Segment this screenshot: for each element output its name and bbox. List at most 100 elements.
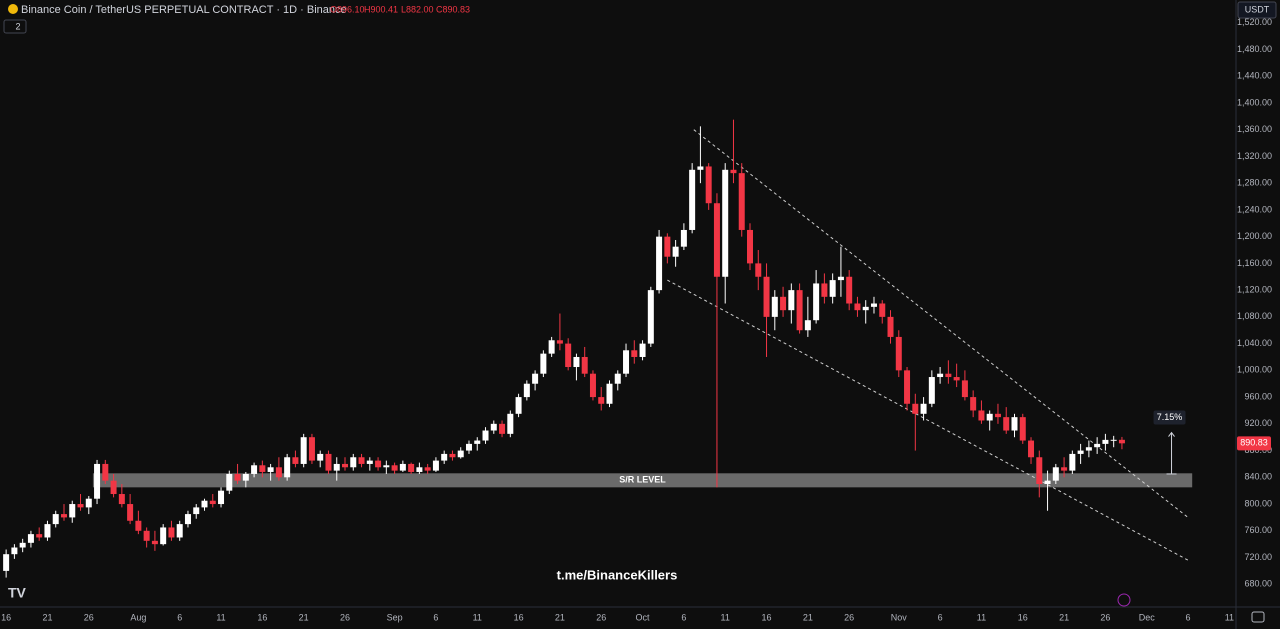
symbol-icon bbox=[8, 4, 18, 14]
x-tick-label: Aug bbox=[130, 612, 146, 622]
currency-button[interactable] bbox=[1237, 1, 1277, 19]
last-price-tag bbox=[1237, 436, 1271, 451]
candle-body bbox=[94, 463, 101, 499]
candle-body bbox=[556, 340, 563, 344]
candle-body bbox=[11, 547, 18, 555]
y-tick-label: 800.00 bbox=[1244, 498, 1272, 508]
y-tick-label: 1,480.00 bbox=[1237, 44, 1272, 54]
candle-body bbox=[986, 413, 993, 421]
candle-body bbox=[639, 343, 646, 357]
x-tick-label: 21 bbox=[42, 612, 52, 622]
candle-body bbox=[275, 467, 282, 478]
y-tick-label: 1,360.00 bbox=[1237, 124, 1272, 134]
candle-body bbox=[151, 540, 158, 545]
candle-body bbox=[738, 173, 745, 230]
candle-body bbox=[722, 169, 729, 277]
candle-body bbox=[1011, 417, 1018, 431]
candle-body bbox=[730, 169, 737, 174]
x-tick-label: 21 bbox=[1059, 612, 1069, 622]
candle-body bbox=[60, 514, 67, 518]
x-tick-label: 6 bbox=[177, 612, 182, 622]
candle-body bbox=[606, 383, 613, 404]
indicator-toggle[interactable] bbox=[3, 19, 27, 34]
candle-body bbox=[3, 554, 10, 571]
y-tick-label: 1,080.00 bbox=[1237, 311, 1272, 321]
candle-body bbox=[27, 534, 34, 543]
candle-body bbox=[127, 504, 134, 521]
y-tick-label: 1,240.00 bbox=[1237, 204, 1272, 214]
x-tick-label: 11 bbox=[721, 612, 730, 622]
candle-body bbox=[937, 373, 944, 378]
candle-body bbox=[771, 296, 778, 317]
candle-body bbox=[499, 423, 506, 434]
x-tick-label: Nov bbox=[891, 612, 908, 622]
x-tick-label: 26 bbox=[1100, 612, 1110, 622]
x-tick-label: Sep bbox=[387, 612, 403, 622]
y-tick-label: 1,000.00 bbox=[1237, 365, 1272, 375]
candle-body bbox=[631, 350, 638, 357]
trendline bbox=[667, 279, 1189, 561]
x-tick-label: 16 bbox=[514, 612, 524, 622]
candle-body bbox=[713, 203, 720, 277]
y-tick-label: 1,040.00 bbox=[1237, 338, 1272, 348]
ohlc-close: C890.83 bbox=[436, 4, 470, 14]
candle-body bbox=[589, 373, 596, 398]
y-tick-label: 1,440.00 bbox=[1237, 71, 1272, 81]
chart-title: Binance Coin / TetherUS PERPETUAL CONTRA… bbox=[21, 4, 347, 16]
y-tick-label: 1,400.00 bbox=[1237, 97, 1272, 107]
candle-body bbox=[994, 413, 1001, 418]
alert-icon[interactable] bbox=[1117, 593, 1131, 607]
candle-body bbox=[540, 353, 547, 374]
candle-body bbox=[135, 520, 142, 531]
candle-body bbox=[788, 290, 795, 311]
candle-body bbox=[887, 316, 894, 337]
candle-body bbox=[507, 413, 514, 434]
candle-body bbox=[383, 465, 390, 468]
candle-body bbox=[358, 457, 365, 464]
candle-body bbox=[1036, 457, 1043, 484]
candle-body bbox=[1061, 467, 1068, 471]
candle-body bbox=[895, 336, 902, 371]
candle-body bbox=[680, 229, 687, 247]
x-tick-label: 26 bbox=[84, 612, 94, 622]
y-tick-label: 1,320.00 bbox=[1237, 151, 1272, 161]
candle-body bbox=[457, 450, 464, 458]
candle-body bbox=[961, 380, 968, 398]
candle-body bbox=[523, 383, 530, 398]
tv-logo: TV bbox=[8, 585, 27, 601]
x-tick-label: 21 bbox=[299, 612, 309, 622]
candle-body bbox=[490, 423, 497, 431]
x-tick-label: 6 bbox=[433, 612, 438, 622]
sr-band bbox=[92, 473, 1193, 488]
candle-body bbox=[44, 524, 51, 538]
settings-icon[interactable] bbox=[1251, 611, 1265, 623]
candle-body bbox=[705, 166, 712, 204]
candle-body bbox=[160, 527, 167, 545]
candle-body bbox=[242, 473, 249, 481]
x-tick-label: 11 bbox=[1225, 612, 1234, 622]
measure-box bbox=[1153, 410, 1186, 425]
y-tick-label: 840.00 bbox=[1244, 472, 1272, 482]
candle-body bbox=[416, 467, 423, 472]
candle-body bbox=[1094, 443, 1101, 448]
candle-body bbox=[945, 373, 952, 378]
candle-body bbox=[1019, 417, 1026, 441]
candle-body bbox=[424, 467, 431, 471]
candle-body bbox=[251, 465, 258, 474]
candle-body bbox=[870, 303, 877, 307]
candle-body bbox=[515, 397, 522, 414]
candle-body bbox=[391, 465, 398, 471]
candle-body bbox=[854, 303, 861, 311]
indicator-count: 2 bbox=[15, 21, 20, 31]
candle-body bbox=[432, 460, 439, 471]
candle-body bbox=[755, 263, 762, 277]
y-tick-label: 1,160.00 bbox=[1237, 258, 1272, 268]
x-tick-label: 11 bbox=[977, 612, 986, 622]
candle-body bbox=[565, 343, 572, 368]
candle-body bbox=[465, 443, 472, 451]
y-tick-label: 1,120.00 bbox=[1237, 285, 1272, 295]
candle-body bbox=[399, 463, 406, 471]
x-tick-label: 21 bbox=[555, 612, 565, 622]
y-tick-label: 1,520.00 bbox=[1237, 17, 1272, 27]
candle-body bbox=[110, 480, 117, 495]
